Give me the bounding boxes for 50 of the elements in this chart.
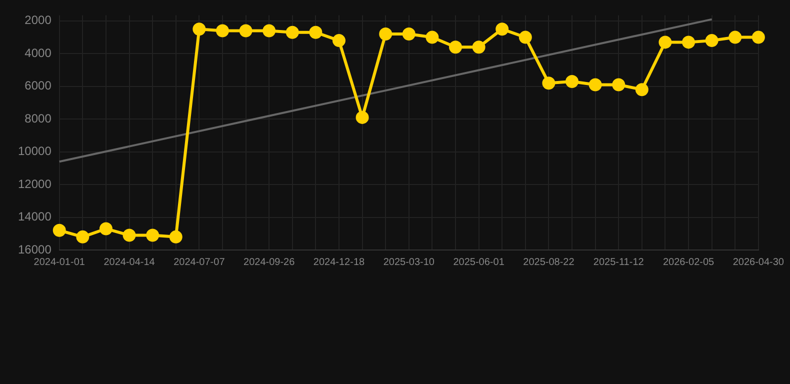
point: [449, 40, 462, 54]
y-tick-label: 12000: [18, 176, 52, 191]
point: [682, 36, 696, 49]
x-tick-label: 2025-11-12: [593, 256, 644, 268]
x-tick-label: 2024-12-18: [313, 256, 366, 268]
point: [99, 222, 112, 236]
y-tick-label: 4000: [24, 46, 52, 60]
x-tick-label: 2025-08-22: [523, 256, 575, 268]
y-tick-label: 8000: [24, 111, 52, 126]
point: [728, 30, 742, 44]
point: [752, 30, 765, 44]
point: [52, 224, 66, 237]
point: [192, 22, 206, 36]
point: [566, 74, 579, 88]
y-tick-label: 2000: [24, 13, 52, 28]
point: [286, 26, 299, 39]
point: [216, 24, 229, 38]
point: [262, 24, 276, 38]
point: [518, 30, 532, 44]
y-tick-label: 14000: [18, 210, 52, 224]
y-tick-label: 16000: [18, 242, 52, 256]
x-tick-label: 2024-01-01: [34, 256, 86, 268]
x-tick-label: 2026-04-30: [732, 256, 784, 268]
point: [588, 78, 602, 92]
point: [146, 228, 160, 242]
point: [76, 230, 90, 244]
point: [496, 22, 509, 36]
x-tick-label: 2024-04-14: [104, 256, 156, 268]
point: [542, 76, 556, 90]
point: [402, 28, 416, 41]
point: [472, 40, 486, 54]
point: [658, 36, 672, 49]
point: [612, 78, 626, 92]
point: [426, 30, 439, 44]
x-tick-label: 2025-06-01: [453, 256, 505, 268]
y-tick-label: 10000: [18, 144, 52, 158]
point: [356, 110, 369, 124]
point: [309, 26, 322, 39]
x-tick-label: 2025-03-10: [383, 256, 435, 268]
x-tick-label: 2026-02-05: [662, 256, 715, 268]
x-tick-label: 2024-09-26: [244, 256, 296, 268]
x-tick-label: 2024-07-07: [174, 256, 226, 268]
point: [379, 28, 392, 41]
point: [169, 230, 182, 244]
point: [122, 228, 136, 242]
point: [635, 83, 648, 96]
y-tick-label: 6000: [24, 78, 52, 93]
point: [332, 34, 346, 48]
point: [705, 34, 718, 48]
point: [239, 24, 252, 38]
